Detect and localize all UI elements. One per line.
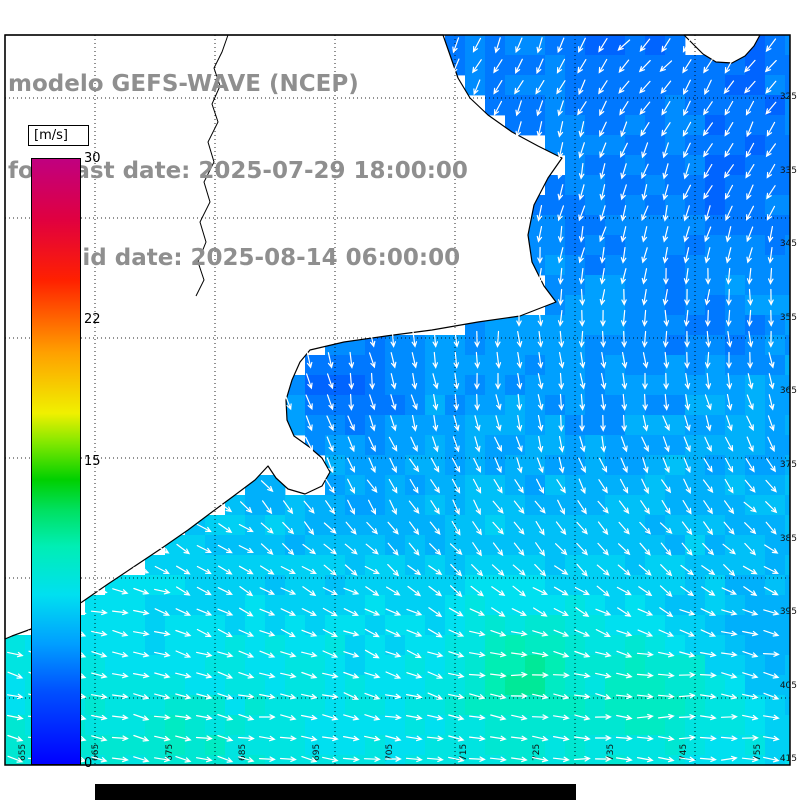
colorbar-tick: 30 [84, 151, 101, 166]
right-axis-label: 385 [780, 534, 797, 544]
bottom-axis-label: 695 [312, 744, 322, 761]
colorbar-tick: 15 [84, 453, 101, 469]
ocean-cells [5, 35, 791, 766]
right-axis-label: 405 [780, 681, 797, 691]
bottom-axis-label: 755 [753, 744, 763, 761]
bottom-axis-label: 735 [606, 744, 616, 761]
colorbar-units-label: [m/s] [28, 125, 89, 146]
footer-bar [95, 784, 576, 800]
colorbar-tick: 0 [84, 756, 93, 771]
bottom-axis-label: 675 [165, 744, 175, 761]
right-axis-label: 375 [780, 460, 797, 470]
bottom-axis-label: 685 [238, 744, 248, 761]
right-axis-label: 345 [780, 239, 797, 249]
bottom-axis-label: 655 [18, 744, 28, 761]
land-mass [4, 34, 761, 640]
right-axis-label: 395 [780, 607, 797, 617]
right-axis-label: 365 [780, 386, 797, 396]
colorbar [31, 158, 81, 765]
bottom-axis-label: 715 [459, 744, 469, 761]
bottom-axis-label: 745 [679, 744, 689, 761]
right-axis-label: 415 [780, 754, 797, 764]
right-axis-label: 355 [780, 313, 797, 323]
right-axis-label: 335 [780, 166, 797, 176]
right-axis-label: 325 [780, 92, 797, 102]
wind-arrows [7, 37, 780, 763]
axis-labels: 325 335 345 355 365 375 385 395 405 415 655 665 675 6… [18, 92, 797, 764]
map-frame [4, 34, 791, 766]
boundary-lines [195, 34, 229, 297]
bottom-axis-label: 725 [532, 744, 542, 761]
colorbar-tick: 22 [84, 312, 101, 328]
valid-date-label: valid date: 2025-08-14 06:00:00 [44, 245, 461, 271]
model-title: modelo GEFS-WAVE (NCEP) [8, 71, 359, 97]
bottom-axis-label: 705 [385, 744, 395, 761]
bottom-axis-label: 665 [91, 744, 101, 761]
